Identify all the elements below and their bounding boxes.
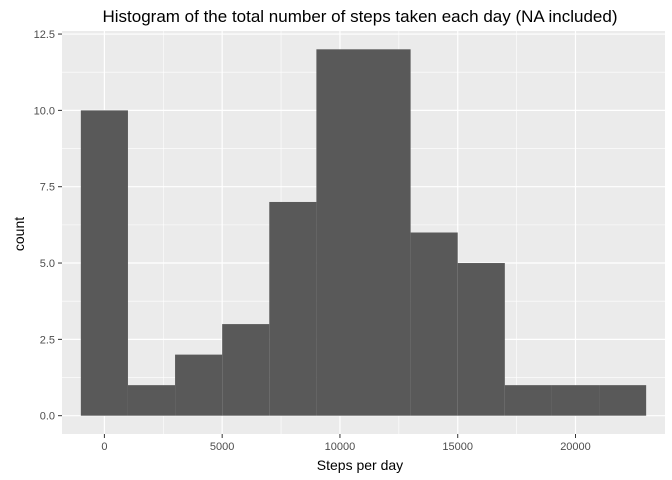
histogram-bar	[410, 232, 458, 416]
histogram-bar	[504, 385, 552, 416]
y-tick-label: 2.5	[40, 334, 55, 346]
histogram-bar	[127, 385, 176, 416]
y-tick-label: 7.5	[40, 182, 55, 194]
x-tick-label: 5000	[210, 441, 234, 453]
histogram-bars	[80, 49, 647, 416]
x-tick-label: 20000	[560, 441, 591, 453]
x-axis-ticks: 0 5000 10000 15000 20000	[101, 434, 591, 453]
y-tick-label: 10.0	[34, 105, 55, 117]
histogram-bar	[599, 385, 647, 416]
y-tick-label: 5.0	[40, 258, 55, 270]
histogram-bar	[175, 354, 223, 416]
histogram-bar	[551, 385, 600, 416]
histogram-bar	[80, 110, 128, 416]
x-tick-label: 10000	[325, 441, 356, 453]
histogram-bar	[457, 263, 505, 416]
histogram-bar	[363, 49, 411, 416]
y-axis-ticks: 0.0 2.5 5.0 7.5 10.0 12.5	[34, 29, 62, 423]
y-tick-label: 0.0	[40, 411, 55, 423]
chart-title: Histogram of the total number of steps t…	[103, 7, 618, 26]
y-tick-label: 12.5	[34, 29, 55, 41]
x-tick-label: 15000	[442, 441, 473, 453]
histogram-bar	[222, 324, 270, 416]
histogram-bar	[316, 49, 364, 416]
y-axis-label: count	[11, 217, 27, 251]
x-axis-label: Steps per day	[317, 457, 403, 473]
x-tick-label: 0	[101, 441, 107, 453]
histogram-bar	[269, 201, 317, 416]
